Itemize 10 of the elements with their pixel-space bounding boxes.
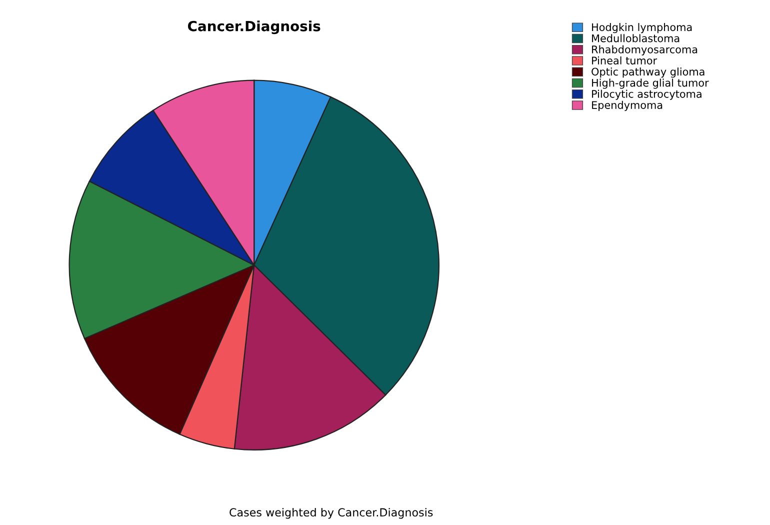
legend-label: Pilocytic astrocytoma	[592, 90, 702, 100]
chart-title: Cancer.Diagnosis	[188, 20, 320, 34]
legend-label: Medulloblastoma	[592, 34, 680, 42]
legend-label: High-grade glial tumor	[592, 78, 709, 89]
legend-label: Hodgkin lymphoma	[592, 23, 692, 34]
text: Cases weighted by Cancer.Diagnosis	[230, 508, 433, 519]
legend-label: Optic pathway glioma	[592, 68, 704, 78]
legend-label: Pineal tumor	[592, 56, 658, 64]
legend-label: Rhabdomyosarcoma	[592, 45, 698, 56]
legend-label: Ependymoma	[592, 100, 662, 111]
